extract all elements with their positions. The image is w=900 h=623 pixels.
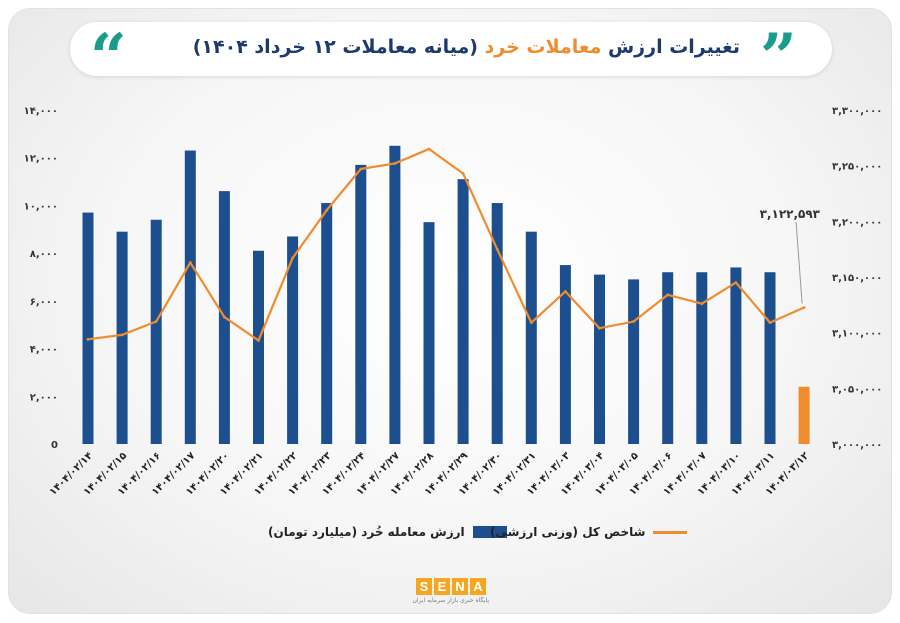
legend-line: شاخص کل (وزنی ارزشی) (490, 522, 688, 542)
bar (253, 250, 264, 444)
line-point (359, 167, 363, 171)
bar (150, 219, 162, 444)
bar (798, 386, 810, 444)
logo-letter: S (416, 578, 432, 595)
bar (321, 203, 333, 444)
bar (184, 150, 196, 445)
annotation-leader (795, 221, 803, 304)
logo-subtitle: پایگاه خبری بازار سرمایه ایران (412, 597, 489, 604)
sena-logo: S E N A پایگاه خبری بازار سرمایه ایران (412, 578, 489, 612)
y-right-tick-label: ۳,۲۰۰,۰۰۰ (832, 217, 882, 228)
line-point (598, 326, 601, 330)
bar (287, 236, 299, 444)
bar (491, 203, 503, 444)
line-point (632, 320, 635, 323)
bar (389, 145, 401, 445)
y-left-tick-label: ۴,۰۰۰ (30, 345, 58, 356)
line-point (734, 281, 738, 284)
line-point (291, 256, 294, 260)
line-point (325, 208, 329, 212)
bar (559, 265, 571, 444)
line-point (768, 321, 772, 325)
bar (355, 164, 367, 444)
line-point (86, 337, 90, 341)
annotation-label: ۳,۱۲۲,۵۹۳ (760, 207, 821, 221)
legend-line-swatch (653, 530, 688, 534)
index-line (87, 147, 805, 342)
bar (628, 279, 640, 444)
line-point (529, 321, 533, 325)
bar (696, 272, 708, 444)
y-left-tick-label: ۸,۰۰۰ (30, 249, 58, 260)
bar (594, 274, 605, 444)
title-accent: معاملات خرد (484, 36, 602, 58)
line-point (666, 293, 670, 297)
logo-letter: N (452, 578, 468, 595)
chart-title: تغییرات ارزش معاملات خرد (میانه معاملات … (170, 36, 740, 58)
line-point (495, 247, 499, 251)
legend-bars: ارزش معامله خُرد (میلیارد تومان) (268, 522, 507, 542)
quote-left-icon: “ (90, 20, 127, 95)
quote-right-icon: ” (760, 20, 797, 95)
line-point (223, 315, 226, 319)
y-left-tick-label: ۱۴,۰۰۰ (24, 106, 58, 117)
line-point (700, 302, 704, 306)
line-point (393, 162, 397, 165)
y-right-tick-label: ۳,۲۵۰,۰۰۰ (832, 162, 882, 173)
bar (457, 179, 469, 444)
y-right-tick-label: ۳,۰۰۰,۰۰۰ (832, 440, 882, 451)
line-point (257, 339, 260, 342)
line-point (188, 261, 192, 264)
y-right-tick-label: ۳,۱۵۰,۰۰۰ (832, 273, 882, 284)
line-point (154, 320, 158, 323)
y-right-tick-label: ۳,۱۰۰,۰۰۰ (832, 329, 882, 340)
bar (730, 267, 742, 444)
logo-letter: A (470, 578, 486, 595)
line-point (461, 172, 465, 175)
bar (662, 272, 674, 444)
bar (525, 231, 537, 444)
y-left-tick-label: 0 (51, 440, 58, 451)
bar (764, 272, 776, 444)
title-box (70, 22, 832, 76)
legend-bars-label: ارزش معامله خُرد (میلیارد تومان) (268, 525, 465, 539)
y-right-tick-label: ۳,۳۰۰,۰۰۰ (832, 106, 882, 117)
bar (423, 222, 435, 444)
logo-letter: E (434, 578, 450, 595)
title-part2: (میانه معاملات ۱۲ خرداد ۱۴۰۴) (192, 36, 478, 58)
legend-line-label: شاخص کل (وزنی ارزشی) (490, 525, 646, 539)
y-left-tick-label: ۱۲,۰۰۰ (24, 154, 58, 165)
bar (82, 212, 94, 444)
line-point (564, 290, 567, 293)
line-point (427, 147, 431, 151)
bar (116, 231, 128, 444)
y-left-tick-label: ۲,۰۰۰ (30, 392, 58, 403)
y-left-tick-label: ۱۰,۰۰۰ (24, 201, 58, 212)
legend-bar-swatch (472, 526, 507, 538)
line-point (120, 333, 124, 337)
y-right-tick-label: ۳,۰۵۰,۰۰۰ (832, 384, 882, 395)
title-part1: تغییرات ارزش (607, 36, 740, 58)
line-point (802, 306, 806, 309)
y-left-tick-label: ۶,۰۰۰ (30, 297, 58, 308)
